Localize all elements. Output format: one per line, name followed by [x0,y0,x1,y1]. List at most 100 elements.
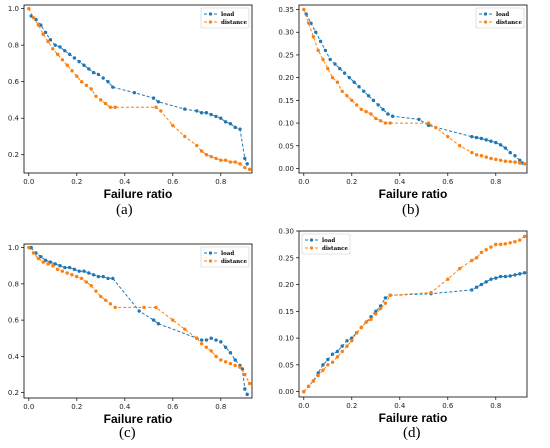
data-point-distance [316,373,320,378]
data-point-load [508,150,512,155]
plot-frame [23,4,253,174]
y-tick-label: 1.0 [8,5,19,13]
data-point-distance [302,389,306,394]
y-tick-label: 0.30 [278,228,294,236]
x-tick-label: 0.8 [490,178,501,186]
data-point-distance [183,327,187,331]
data-point-distance [36,23,41,27]
data-point-distance [70,69,74,73]
legend-label-load: load [221,251,234,257]
y-tick-label: 0.20 [278,74,294,82]
data-point-load [243,156,247,161]
data-point-distance [247,167,252,172]
data-point-load [330,352,335,356]
data-point-load [39,254,43,259]
x-axis-label: Failure ratio [379,411,448,425]
data-point-distance [195,143,199,148]
data-point-distance [306,21,311,25]
legend-marker-load [208,12,213,16]
data-point-distance [219,158,223,162]
data-point-distance [383,301,388,305]
data-point-load [48,37,53,42]
caption-d: (d) [403,425,421,441]
series-line-load [30,15,248,165]
x-tick-label: 0.8 [215,178,226,186]
data-point-distance [204,153,209,157]
data-point-distance [65,271,69,275]
data-point-distance [489,156,493,161]
data-point-load [489,277,493,281]
data-point-load [228,351,233,355]
y-tick-label: 0.00 [278,165,294,173]
data-point-distance [113,105,117,109]
data-point-distance [46,262,50,266]
data-point-distance [60,58,65,62]
data-point-load [318,39,323,44]
data-point-load [345,339,349,343]
series-line-distance [28,8,250,170]
data-point-distance [183,134,187,139]
data-point-load [137,309,141,313]
data-point-distance [494,242,498,247]
y-tick-label: 0.2 [8,151,19,159]
data-point-distance [65,63,69,67]
data-point-load [383,296,388,300]
data-point-distance [426,121,431,125]
data-point-distance [378,119,383,123]
y-tick-label: 0.8 [8,42,19,50]
plot-frame [23,243,253,399]
data-point-distance [330,75,335,80]
data-point-load [96,274,101,279]
chart-panel-a: 0.0 0.2 0.4 0.6 0.8 0.2 0.4 0.6 0.8 1.0 Failure ra… [8,4,253,201]
data-point-load [338,66,342,71]
y-tick-label: 0.4 [8,115,20,123]
data-point-distance [374,312,378,316]
data-point-distance [302,7,306,12]
data-point-load [316,371,320,375]
y-tick-label: 0.30 [278,29,294,37]
data-point-distance [51,264,55,268]
data-point-load [503,146,508,150]
data-point-distance [458,266,462,271]
data-point-distance [70,273,74,277]
caption-c: (c) [119,425,136,441]
x-tick-label: 0.6 [442,178,454,186]
x-tick-label: 0.2 [71,403,82,411]
data-point-distance [446,277,450,281]
x-tick-label: 0.4 [394,178,406,186]
legend-marker-load [483,12,488,16]
data-point-load [214,114,218,119]
data-point-load [77,59,81,64]
x-tick-label: 0.4 [119,178,131,186]
data-point-load [43,258,48,263]
data-point-load [238,127,242,131]
legend-marker-distance [309,246,314,250]
data-point-load [342,71,347,75]
data-point-load [151,96,156,100]
data-point-distance [89,283,93,288]
data-point-distance [434,125,438,130]
data-point-load [484,280,488,284]
data-point-load [96,72,101,77]
data-point-distance [345,344,349,348]
legend-label-distance: distance [496,20,522,26]
data-point-distance [219,358,223,362]
data-point-distance [79,79,84,84]
data-point-distance [335,80,340,84]
data-point-load [204,111,209,115]
x-tick-label: 0.0 [23,178,34,186]
data-point-distance [233,160,237,164]
data-point-distance [27,6,31,11]
data-point-load [328,57,332,62]
data-point-load [72,267,77,272]
data-point-load [489,139,493,143]
data-point-load [151,318,156,322]
data-point-load [513,154,517,158]
data-point-distance [311,379,316,383]
data-point-distance [171,318,175,322]
data-point-load [87,67,91,71]
data-point-load [479,136,484,141]
data-point-distance [513,240,517,244]
data-point-distance [75,74,79,78]
data-point-load [63,265,67,270]
